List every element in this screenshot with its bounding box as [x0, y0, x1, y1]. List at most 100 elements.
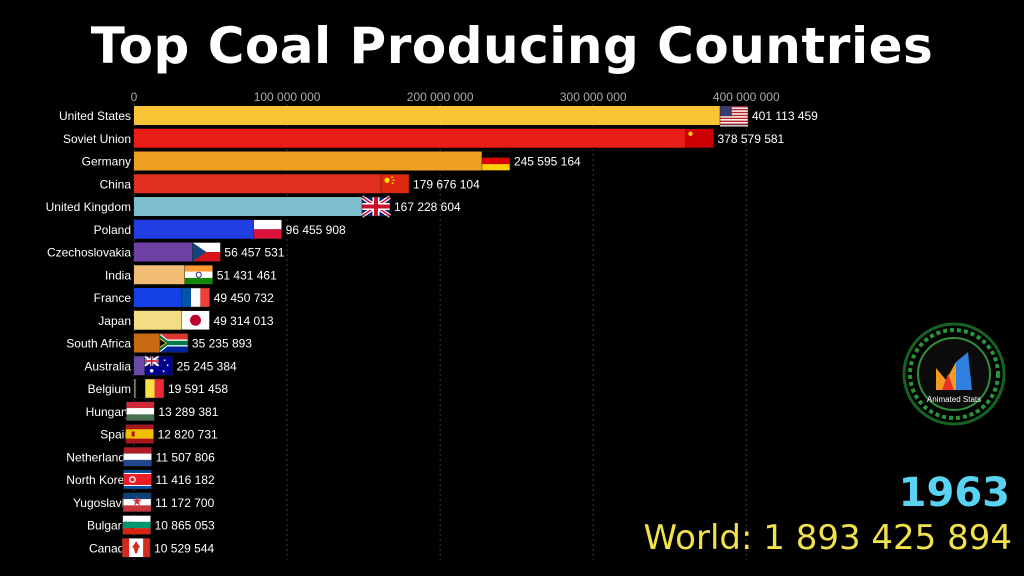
flag-icon	[253, 219, 282, 239]
value-label: 179 676 104	[413, 177, 480, 191]
world-value: 1 893 425 894	[763, 518, 1012, 558]
value-label: 49 450 732	[214, 291, 274, 305]
value-label: 12 820 731	[158, 428, 218, 442]
bar-row: South Africa 35 235 893	[66, 333, 252, 353]
flag-icon	[719, 105, 749, 127]
bar-row: North Korea 11 416 182	[66, 469, 215, 490]
flag-icon	[192, 242, 221, 262]
bar	[134, 197, 390, 216]
value-label: 10 529 544	[154, 541, 214, 555]
flag-icon	[181, 310, 210, 330]
bar-row: Germany 245 595 164	[82, 151, 581, 171]
value-label: 56 457 531	[224, 246, 284, 260]
flag-icon	[121, 538, 151, 558]
bar	[134, 128, 714, 148]
flag-icon	[126, 401, 155, 421]
value-label: 35 235 893	[192, 337, 252, 351]
x-tick-label: 300 000 000	[560, 90, 627, 104]
flag-icon	[123, 447, 152, 467]
value-label: 51 431 461	[217, 268, 277, 282]
bar-row: Bulgaria 10 865 053	[87, 515, 215, 535]
bar-row: China 179 676 104	[100, 174, 480, 194]
value-label: 13 289 381	[158, 405, 218, 419]
x-tick-label: 200 000 000	[407, 90, 474, 104]
bar	[134, 106, 748, 125]
bar	[134, 151, 510, 171]
bars: United States 401 113 459 Soviet Union 378 …	[46, 105, 818, 558]
category-label: Bulgaria	[87, 519, 131, 533]
flag-icon	[144, 355, 173, 376]
category-label: Belgium	[88, 382, 131, 396]
value-label: 49 314 013	[213, 314, 273, 328]
bar	[134, 174, 410, 194]
flag-icon	[122, 492, 152, 512]
year-label: 1963	[898, 470, 1010, 516]
bar	[134, 219, 282, 239]
category-label: South Africa	[66, 337, 131, 351]
value-label: 11 507 806	[156, 450, 215, 464]
bar-row: Netherlands 11 507 806	[66, 447, 215, 467]
flag-icon	[360, 195, 392, 218]
world-label: World:	[643, 518, 753, 558]
category-label: Poland	[94, 223, 131, 237]
bar-row: Spain 12 820 731	[100, 424, 218, 444]
category-label: United Kingdom	[46, 200, 131, 214]
bar-row: United Kingdom 167 228 604	[46, 195, 461, 218]
bar-row: United States 401 113 459	[59, 105, 818, 127]
x-tick-label: 0	[131, 90, 138, 104]
category-label: Canada	[89, 541, 131, 555]
bar-row: France 49 450 732	[94, 287, 274, 308]
bar-row: Hungary 13 289 381	[86, 401, 219, 421]
value-label: 11 172 700	[155, 496, 214, 510]
bar-row: Belgium 19 591 458	[88, 378, 228, 399]
flag-icon	[135, 378, 165, 399]
value-label: 11 416 182	[155, 473, 214, 487]
value-label: 378 579 581	[718, 132, 785, 146]
value-label: 96 455 908	[286, 223, 346, 237]
bar-row: Poland 96 455 908	[94, 219, 346, 239]
bar-row: Japan 49 314 013	[98, 310, 274, 330]
category-label: Soviet Union	[63, 132, 131, 146]
flag-icon	[685, 128, 714, 148]
bar-row: Soviet Union 378 579 581	[63, 128, 785, 148]
bar-row: Yugoslavia 11 172 700	[73, 492, 215, 512]
category-label: Netherlands	[66, 450, 131, 464]
category-label: Australia	[84, 359, 131, 373]
category-label: North Korea	[66, 473, 131, 487]
category-label: Hungary	[86, 405, 131, 419]
value-label: 167 228 604	[394, 200, 461, 214]
flag-icon	[123, 469, 152, 490]
value-label: 401 113 459	[752, 109, 818, 123]
flag-icon	[125, 424, 154, 444]
value-label: 25 245 384	[177, 359, 237, 373]
category-label: China	[100, 177, 132, 191]
flag-icon	[380, 174, 410, 194]
category-label: Czechoslovakia	[47, 246, 131, 260]
x-tick-label: 100 000 000	[254, 90, 321, 104]
flag-icon	[181, 287, 210, 308]
category-label: Spain	[100, 428, 131, 442]
world-total: World: 1 893 425 894	[644, 518, 1012, 558]
x-tick-label: 400 000 000	[713, 90, 780, 104]
value-label: 10 865 053	[155, 519, 215, 533]
gridlines	[133, 104, 747, 560]
bar-row: India 51 431 461	[105, 265, 277, 285]
category-label: Germany	[82, 155, 131, 169]
animated-stats-logo: Animated Stats	[902, 322, 1006, 426]
flag-icon	[481, 151, 511, 171]
category-label: Yugoslavia	[73, 496, 131, 510]
value-label: 19 591 458	[168, 382, 228, 396]
flag-icon	[184, 265, 213, 285]
category-label: United States	[59, 109, 131, 123]
bar-row: Czechoslovakia 56 457 531	[47, 242, 285, 262]
bar-row: Australia 25 245 384	[84, 355, 237, 376]
category-label: France	[94, 291, 132, 305]
flag-icon	[159, 333, 189, 353]
axis-ticks: 0 100 000 000 200 000 000 300 000 000 400 00…	[131, 90, 780, 104]
bar-row: Canada 10 529 544	[89, 538, 215, 558]
flag-icon	[122, 515, 151, 535]
category-label: India	[105, 268, 131, 282]
logo-text: Animated Stats	[927, 395, 981, 404]
category-label: Japan	[98, 314, 131, 328]
